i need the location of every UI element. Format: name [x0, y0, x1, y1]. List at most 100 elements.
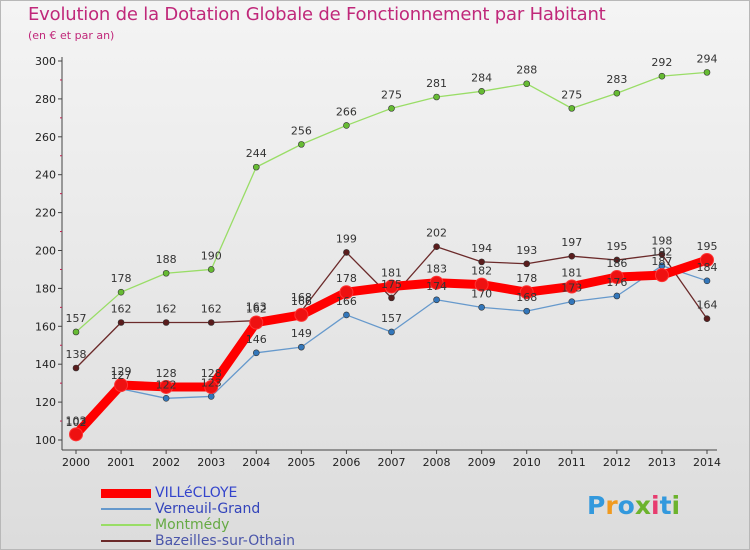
data-label: 181 [561, 267, 582, 280]
data-label: 168 [516, 291, 537, 304]
data-point [162, 395, 170, 402]
x-tick-label: 2009 [468, 456, 496, 469]
data-point [298, 343, 305, 351]
data-label: 157 [381, 312, 402, 325]
data-label: 173 [561, 282, 582, 295]
legend-label: VILLéCLOYE [155, 485, 238, 501]
data-point [523, 80, 531, 88]
legend-swatch [101, 508, 151, 510]
data-label: 175 [381, 278, 402, 291]
data-label: 266 [336, 105, 357, 118]
data-point [69, 427, 83, 442]
data-label: 275 [381, 88, 402, 101]
data-label: 162 [111, 303, 132, 316]
data-point [339, 285, 354, 300]
data-point [700, 252, 714, 267]
data-point [252, 163, 260, 171]
y-tick-label: 100 [35, 434, 56, 447]
data-label: 149 [291, 327, 312, 340]
legend-item: Verneuil-Grand [101, 501, 295, 517]
y-tick-label: 300 [35, 55, 56, 68]
data-point [249, 315, 264, 330]
data-label: 190 [201, 249, 222, 262]
data-point [114, 378, 129, 393]
data-point [658, 250, 666, 258]
data-label: 181 [381, 267, 402, 280]
data-point [433, 243, 440, 251]
logo-letter: x [634, 491, 651, 520]
data-label: 195 [697, 240, 718, 253]
data-label: 176 [606, 276, 627, 289]
data-label: 294 [697, 52, 718, 65]
legend-label: Montmédy [155, 517, 230, 533]
data-point [343, 311, 350, 319]
x-tick-label: 2001 [107, 456, 135, 469]
data-label: 127 [111, 369, 132, 382]
data-label: 128 [156, 367, 177, 380]
data-point [703, 69, 711, 76]
data-point [523, 260, 531, 268]
x-tick-label: 2012 [603, 456, 631, 469]
data-point [117, 319, 125, 326]
data-label: 129 [111, 365, 132, 378]
data-point [207, 319, 215, 326]
data-label: 166 [291, 295, 312, 308]
x-tick-label: 2007 [378, 456, 406, 469]
data-point [384, 279, 399, 294]
data-label: 103 [66, 414, 87, 427]
data-point [658, 72, 666, 80]
y-tick-label: 200 [35, 245, 56, 258]
data-label: 292 [651, 56, 672, 69]
data-point [117, 288, 125, 296]
data-label: 162 [201, 303, 222, 316]
data-point [72, 328, 80, 336]
data-label: 138 [66, 348, 87, 361]
data-label: 198 [651, 234, 672, 247]
data-point [613, 292, 621, 300]
data-point [703, 315, 711, 323]
data-point [252, 349, 260, 357]
data-point [162, 269, 170, 277]
data-label: 186 [606, 257, 627, 270]
y-tick-label: 220 [35, 207, 56, 220]
data-label: 197 [561, 236, 582, 249]
data-label: 188 [156, 253, 177, 266]
data-label: 178 [336, 272, 357, 285]
logo-letter: r [605, 491, 618, 520]
data-point [703, 277, 711, 285]
x-tick-label: 2014 [693, 456, 721, 469]
data-point [204, 379, 219, 394]
x-tick-label: 2010 [513, 456, 541, 469]
x-tick-label: 2006 [332, 456, 360, 469]
data-label: 199 [336, 232, 357, 245]
data-label: 170 [471, 287, 492, 300]
x-tick-label: 2002 [152, 456, 180, 469]
y-tick-label: 260 [35, 131, 56, 144]
logo-letter: o [617, 491, 635, 520]
data-point [162, 319, 170, 326]
data-label: 193 [516, 244, 537, 257]
data-label: 174 [426, 280, 447, 293]
x-tick-label: 2008 [423, 456, 451, 469]
data-label: 202 [426, 227, 447, 240]
logo-letter: i [651, 491, 660, 520]
data-label: 168 [291, 291, 312, 304]
data-label: 157 [66, 312, 87, 325]
legend-swatch [101, 524, 151, 526]
data-label: 166 [336, 295, 357, 308]
data-label: 102 [66, 416, 87, 429]
data-point [609, 270, 624, 285]
data-point [519, 285, 534, 300]
y-tick-label: 180 [35, 282, 56, 295]
data-point [564, 279, 579, 294]
data-label: 195 [606, 240, 627, 253]
data-label: 256 [291, 124, 312, 137]
data-label: 284 [471, 71, 492, 84]
data-point [478, 88, 485, 95]
data-point [613, 256, 621, 264]
data-label: 275 [561, 88, 582, 101]
data-point [568, 105, 576, 112]
data-point [388, 294, 395, 302]
